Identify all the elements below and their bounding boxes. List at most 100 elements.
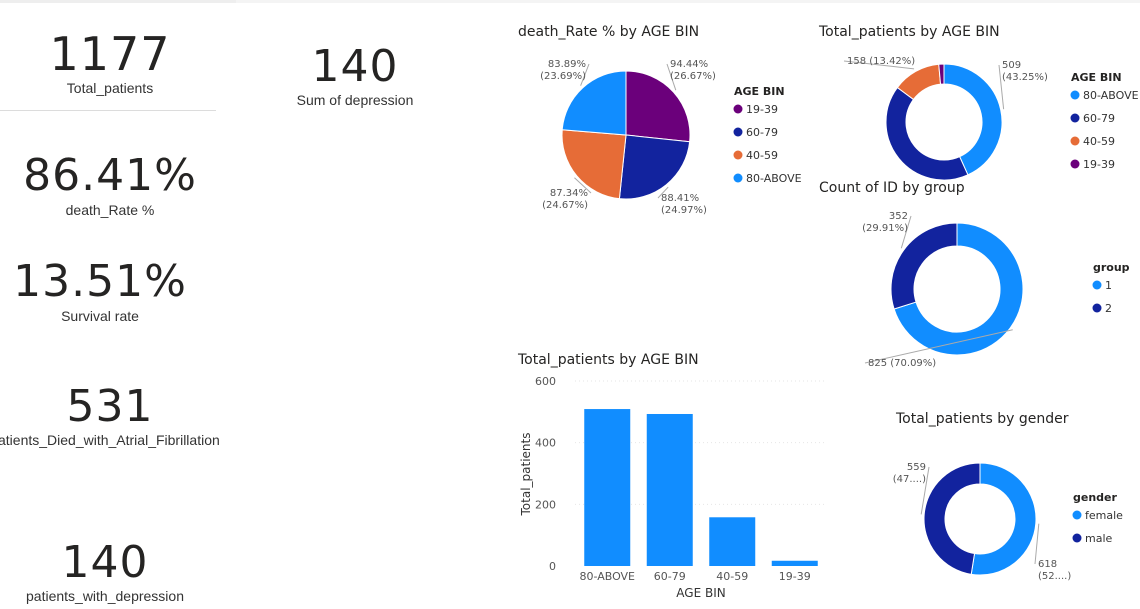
gender-donut-slice-male (923, 462, 981, 575)
died-af-label: atients_Died_with_Atrial_Fibrillation (0, 432, 220, 448)
bar-ytick-400: 400 (535, 437, 556, 450)
bar-ylabel: Total_patients (519, 433, 533, 517)
death-rate-value: 86.41% (23, 150, 197, 201)
patients-age-donut-slice-19-39 (938, 63, 945, 85)
patients-age-donut-legend-title: AGE BIN (1071, 71, 1122, 84)
death-rate-pie-leader-80-above (580, 63, 590, 86)
patients-age-donut-leader-40-59 (843, 60, 915, 70)
death-rate-pie-leader-19-39 (666, 63, 677, 91)
death-rate-pie-data-pct-80-above: (23.69%) (540, 71, 586, 82)
death-rate-label: death_Rate % (65, 202, 155, 218)
patients-age-donut-legend-label-40-59: 40-59 (1083, 135, 1115, 148)
patients-age-donut-leader-80-above (998, 64, 1005, 110)
bar-xtick-19-39: 19-39 (779, 570, 811, 583)
bar-19-39 (771, 560, 818, 566)
patients-age-donut-legend-label-60-79: 60-79 (1083, 112, 1115, 125)
death-rate-pie-slice-40-59 (561, 129, 627, 200)
bar-xlabel: AGE BIN (676, 586, 725, 600)
total-patients-label: Total_patients (66, 80, 154, 96)
group-donut-legend-marker-2 (1092, 303, 1102, 313)
gender-donut-leader-male (920, 466, 930, 515)
group-donut-leader-1 (864, 329, 1013, 364)
death-rate-pie-data-label-80-above: 83.89% (548, 59, 586, 70)
death-rate-card[interactable]: 86.41% death_Rate % (0, 150, 220, 218)
survival-rate-card[interactable]: 13.51% Survival rate (0, 256, 200, 324)
death-rate-pie-legend-label-19-39: 19-39 (746, 103, 778, 116)
bar-80-above (584, 409, 631, 566)
group-donut-leader-2 (900, 215, 912, 249)
death-rate-pie-slice-60-79 (618, 134, 691, 200)
patients-bar-title: Total_patients by AGE BIN (518, 352, 699, 368)
gender-donut-data-pct-male: (47....) (893, 474, 926, 485)
patients-age-donut-legend-label-19-39: 19-39 (1083, 158, 1115, 171)
with-depression-value: 140 (61, 537, 149, 588)
death-rate-pie-data-pct-60-79: (24.97%) (661, 205, 707, 216)
total-patients-card[interactable]: 1177 Total_patients (0, 28, 220, 96)
gender-donut-slice-female (970, 462, 1037, 576)
group-donut-title: Count of ID by group (819, 180, 965, 196)
patients-age-donut-legend-marker-80-above (1070, 90, 1080, 100)
patients-age-donut-legend-marker-40-59 (1070, 136, 1080, 146)
gender-donut-data-label-female: 618 (1038, 559, 1057, 570)
depression-sum-label: Sum of depression (296, 92, 414, 108)
death-rate-pie-data-label-40-59: 87.34% (550, 188, 588, 199)
bar-ytick-200: 200 (535, 498, 556, 511)
bar-xtick-60-79: 60-79 (654, 570, 686, 583)
bar-40-59 (709, 517, 756, 566)
with-depression-label: patients_with_depression (26, 588, 184, 604)
death-rate-pie-legend-marker-80-above (733, 173, 743, 183)
group-donut-legend-label-2: 2 (1105, 302, 1112, 315)
gender-donut-legend-marker-male (1072, 533, 1082, 543)
bar-xtick-40-59: 40-59 (716, 570, 748, 583)
death-rate-pie-leader-40-59 (574, 177, 592, 194)
death-rate-pie-legend-label-60-79: 60-79 (746, 126, 778, 139)
patients-age-donut-slice-60-79 (885, 86, 969, 181)
death-rate-pie-legend-marker-19-39 (733, 104, 743, 114)
gender-donut-legend-label-male: male (1085, 532, 1113, 545)
death-rate-pie-data-pct-19-39: (26.67%) (670, 71, 716, 82)
bar-ytick-600: 600 (535, 375, 556, 388)
group-donut-legend-title: group (1093, 261, 1130, 274)
death-rate-pie-data-label-60-79: 88.41% (661, 193, 699, 204)
depression-sum-card[interactable]: 140 Sum of depression (270, 41, 440, 109)
death-rate-pie-legend-marker-40-59 (733, 150, 743, 160)
death-rate-pie-data-pct-40-59: (24.67%) (542, 200, 588, 211)
gender-donut-legend-marker-female (1072, 510, 1082, 520)
group-donut-legend-marker-1 (1092, 280, 1102, 290)
death-rate-pie-legend-title: AGE BIN (734, 85, 785, 98)
bar-xtick-80-above: 80-ABOVE (579, 570, 635, 583)
died-af-value: 531 (66, 381, 154, 432)
gender-donut-legend-label-female: female (1085, 509, 1123, 522)
patients-age-donut-legend-marker-60-79 (1070, 113, 1080, 123)
death-rate-pie-leader-60-79 (657, 186, 669, 199)
group-donut-slice-1 (893, 222, 1024, 356)
group-donut-data-label-2: 352 (889, 211, 908, 222)
bar-ytick-0: 0 (549, 560, 556, 573)
depression-sum-value: 140 (311, 41, 399, 92)
group-donut-data-pct-2: (29.91%) (862, 223, 908, 234)
death-rate-pie-slice-80-above (561, 70, 627, 136)
group-donut-legend-label-1: 1 (1105, 279, 1112, 292)
with-depression-card[interactable]: 140 patients_with_depression (0, 537, 210, 605)
patients-age-donut-legend-marker-19-39 (1070, 159, 1080, 169)
gender-donut-leader-female (1034, 523, 1040, 565)
top-border-right (236, 0, 1140, 3)
death-rate-pie-legend-label-80-above: 80-ABOVE (746, 172, 802, 185)
patients-age-donut-data-pct-80-above: (43.25%) (1002, 72, 1048, 83)
patients-age-donut-slice-80-above (943, 63, 1003, 176)
total-patients-value: 1177 (49, 27, 171, 81)
card-divider (0, 110, 216, 111)
survival-rate-value: 13.51% (13, 256, 187, 307)
patients-age-donut-legend-label-80-above: 80-ABOVE (1083, 89, 1139, 102)
death-rate-pie-legend-label-40-59: 40-59 (746, 149, 778, 162)
gender-donut-data-pct-female: (52....) (1038, 571, 1071, 582)
gender-donut-title: Total_patients by gender (896, 411, 1069, 427)
patients-age-donut-data-label-40-59: 158 (13.42%) (847, 56, 915, 67)
group-donut-data-label-1: 825 (70.09%) (868, 358, 936, 369)
survival-rate-label: Survival rate (61, 308, 139, 324)
death-rate-pie-data-label-19-39: 94.44% (670, 59, 708, 70)
died-af-card[interactable]: 531 atients_Died_with_Atrial_Fibrillatio… (0, 381, 226, 449)
group-donut-slice-2 (890, 222, 958, 310)
death-rate-pie-title: death_Rate % by AGE BIN (518, 24, 700, 40)
